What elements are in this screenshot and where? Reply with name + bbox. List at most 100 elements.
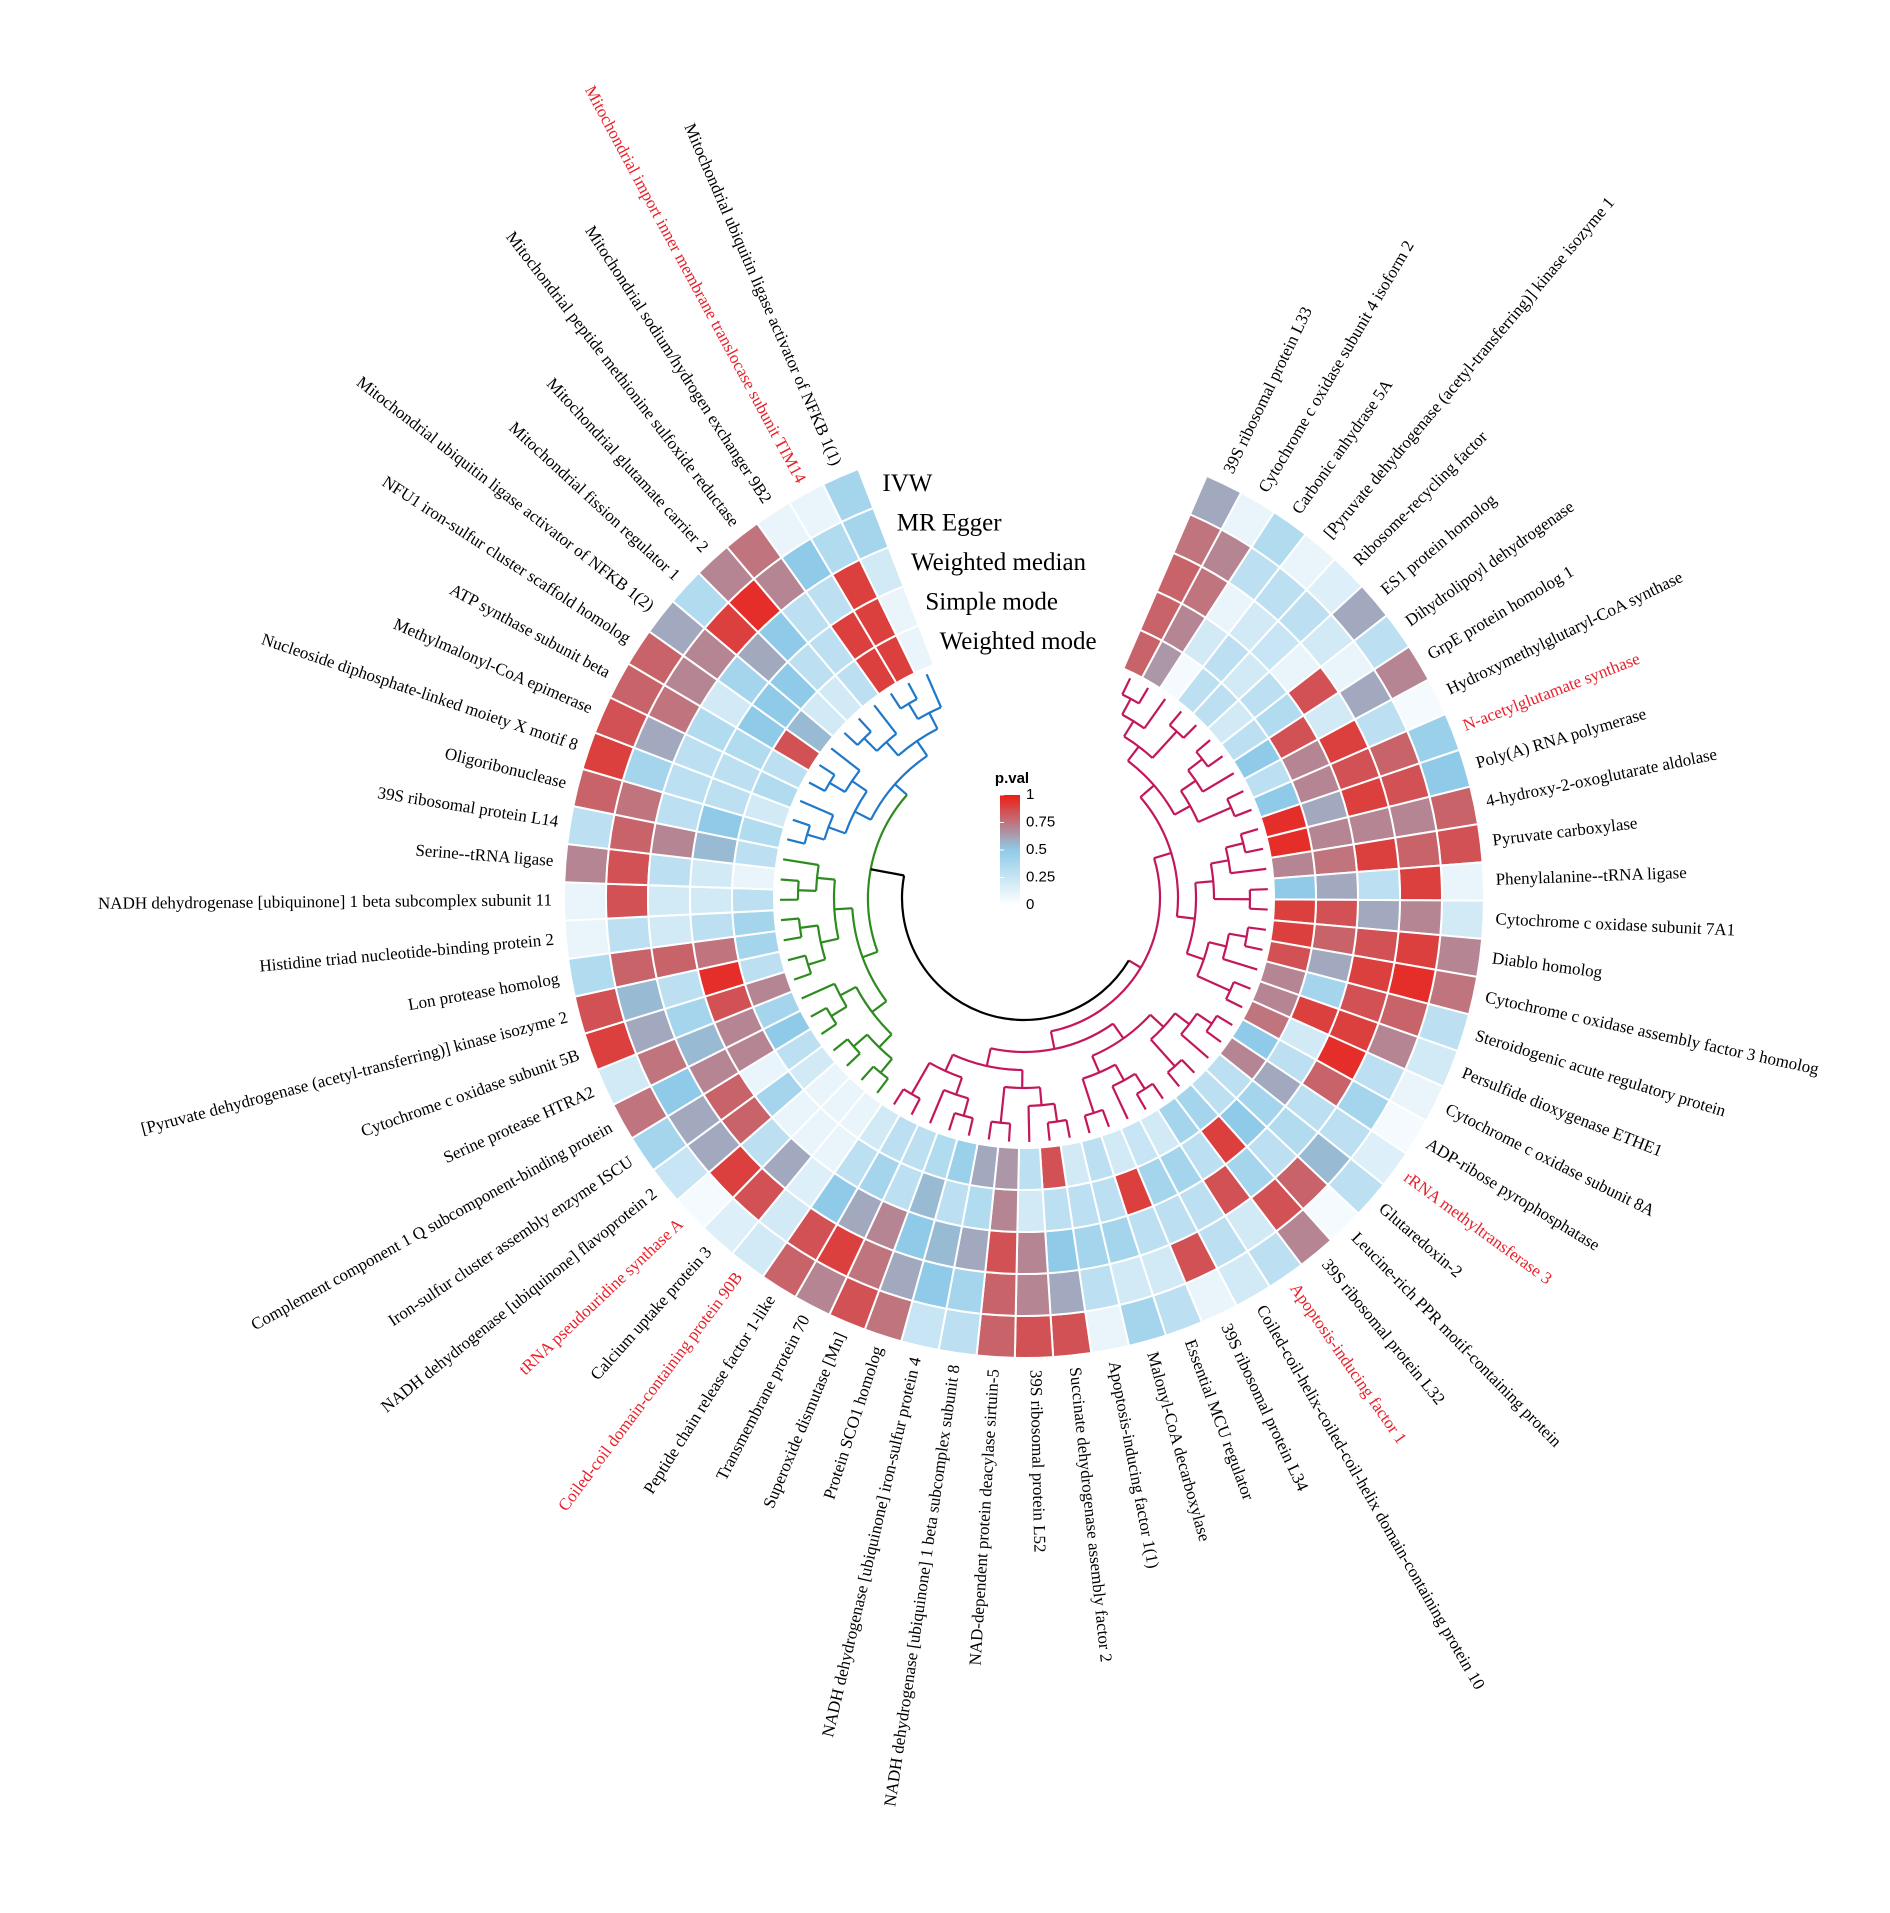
- category-label: Succinate dehydrogenase assembly factor …: [1066, 1366, 1116, 1663]
- dendrogram-branch: [1121, 698, 1132, 716]
- dendrogram-branch: [967, 1117, 974, 1136]
- dendrogram-arc: [1221, 933, 1231, 960]
- dendrogram-branch: [1240, 828, 1259, 836]
- dendrogram-branch: [1196, 1012, 1213, 1025]
- dendrogram-branch: [929, 1089, 945, 1124]
- dendrogram-arc: [1047, 1118, 1067, 1124]
- dendrogram-branch: [955, 1077, 963, 1095]
- dendrogram-arc: [1111, 1072, 1136, 1088]
- dendrogram-branch: [810, 1006, 828, 1018]
- dendrogram-branch: [1139, 784, 1155, 798]
- dendrogram-branch: [894, 783, 908, 796]
- dendrogram-branch: [1225, 998, 1243, 1009]
- dendrogram-branch: [854, 810, 872, 821]
- dendrogram-branch: [799, 799, 834, 817]
- dendrogram-branch: [1182, 724, 1198, 739]
- dendrogram-branch: [801, 982, 835, 1000]
- dendrogram-branch: [1228, 932, 1247, 938]
- dendrogram-branch: [1135, 1093, 1147, 1111]
- dendrogram-branch: [1128, 959, 1142, 969]
- dendrogram-branch: [1081, 1078, 1095, 1114]
- dendrogram-branch: [1180, 1059, 1196, 1074]
- dendrogram-branch: [1233, 981, 1251, 990]
- category-label: NADH dehydrogenase [ubiquinone] 1 beta s…: [98, 890, 552, 912]
- heatmap-cell: [563, 881, 608, 922]
- heatmap-cell: [563, 917, 611, 960]
- category-label: Diablo homolog: [1491, 949, 1604, 982]
- dendrogram-branch: [928, 712, 939, 730]
- dendrogram-branch: [839, 985, 857, 997]
- dendrogram-branch: [1151, 730, 1178, 759]
- dendrogram-branch: [1174, 1012, 1190, 1026]
- dendrogram-branch: [852, 1033, 868, 1048]
- category-label: 39S ribosomal protein L33: [1219, 304, 1316, 477]
- dendrogram-branch: [1244, 944, 1263, 951]
- heatmap-cell: [975, 1312, 1017, 1359]
- dendrogram-branch: [987, 1121, 993, 1140]
- heatmap-cell: [1314, 870, 1359, 901]
- dendrogram-arc: [876, 732, 898, 752]
- series-label: Simple mode: [925, 588, 1058, 615]
- dendrogram-branch: [851, 780, 868, 793]
- dendrogram-arc: [1084, 1108, 1104, 1117]
- heatmap-cell: [1044, 1227, 1081, 1275]
- heatmap-cell: [1397, 864, 1443, 902]
- dendrogram-branch: [1249, 888, 1268, 891]
- dendrogram-arc: [900, 875, 1130, 1022]
- category-label: Cytochrome c oxidase assembly factor 3 h…: [1484, 987, 1822, 1078]
- dendrogram-branch: [798, 889, 817, 892]
- dendrogram-branch: [1151, 1083, 1164, 1100]
- dendrogram-branch: [1053, 1103, 1059, 1122]
- heatmap-cell: [1393, 829, 1442, 870]
- dendrogram-branch: [793, 972, 812, 981]
- heatmap-cell: [1355, 867, 1401, 902]
- dendrogram-arc: [851, 908, 888, 1002]
- heatmap-cell: [1435, 822, 1484, 867]
- dendrogram-branch: [1007, 1123, 1012, 1142]
- legend-tick-label: 0: [1026, 896, 1034, 913]
- dendrogram-arc: [846, 1038, 861, 1055]
- dendrogram-branch: [1168, 710, 1183, 726]
- dendrogram-arc: [855, 986, 893, 1036]
- dendrogram-arc: [796, 880, 800, 900]
- dendrogram-branch: [1195, 880, 1214, 884]
- dendrogram-arc: [1180, 1013, 1198, 1036]
- dendrogram-arc: [1121, 693, 1140, 705]
- heatmap-cell: [647, 884, 692, 918]
- dendrogram-arc: [1224, 847, 1232, 874]
- dendrogram-branch: [1137, 687, 1150, 704]
- heatmap-cell: [605, 847, 652, 887]
- dendrogram-branch: [1027, 1105, 1031, 1142]
- dendrogram-branch: [820, 1023, 838, 1035]
- dendrogram-branch: [985, 1048, 992, 1067]
- dendrogram-branch: [1114, 1064, 1125, 1081]
- dendrogram-branch: [1210, 859, 1229, 865]
- heatmap-cell: [1016, 1188, 1047, 1233]
- dendrogram-branch: [1091, 1055, 1101, 1073]
- dendrogram-branch: [1245, 847, 1264, 854]
- dendrogram-branch: [1149, 1013, 1165, 1028]
- dendrogram-branch: [843, 732, 859, 746]
- dendrogram-branch: [782, 858, 819, 867]
- dendrogram-arc: [900, 698, 918, 710]
- category-label: Cytochrome c oxidase subunit 7A1: [1495, 909, 1735, 939]
- dendrogram-branch: [1205, 1030, 1222, 1043]
- dendrogram-branch: [816, 876, 835, 881]
- dendrogram-branch: [1222, 957, 1258, 971]
- dendrogram-branch: [807, 958, 826, 966]
- heatmap-cell: [1439, 861, 1485, 902]
- legend-tick-label: 0.75: [1026, 813, 1055, 830]
- heatmap-cell: [1397, 899, 1443, 937]
- heatmap-cell: [1311, 843, 1359, 877]
- dendrogram-branch: [1234, 808, 1252, 818]
- dendrogram-branch: [999, 1086, 1006, 1123]
- category-label: Coiled-coil-helix-coiled-coil-helix doma…: [1253, 1302, 1489, 1693]
- dendrogram-branch: [1126, 745, 1140, 762]
- heatmap-cell: [1017, 1146, 1044, 1191]
- heatmap-cell: [984, 1229, 1019, 1275]
- heatmap-cell: [1313, 898, 1359, 929]
- heatmap-cell: [1046, 1268, 1087, 1317]
- dendrogram-branch: [862, 950, 878, 959]
- dendrogram-branch: [1153, 851, 1172, 860]
- dendrogram-arc: [872, 1065, 889, 1080]
